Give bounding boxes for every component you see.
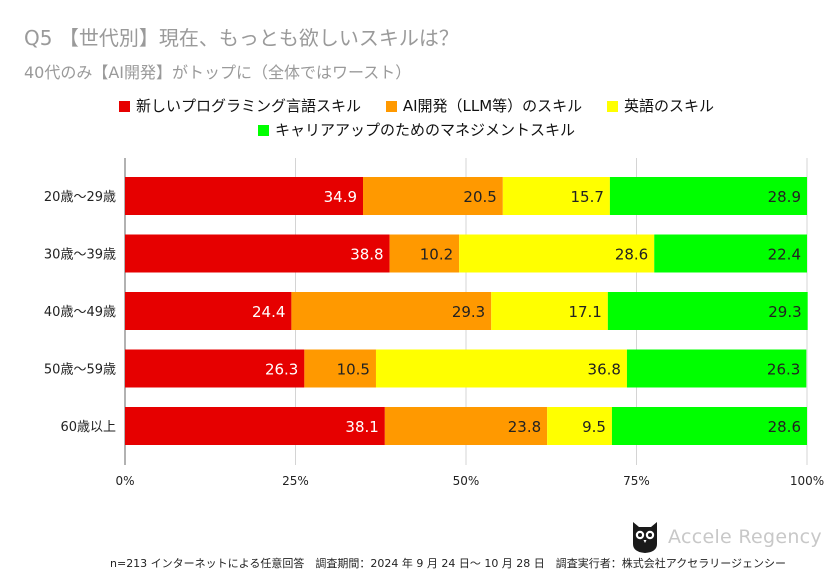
bar-segment <box>491 292 608 330</box>
x-tick-label: 0% <box>115 474 134 488</box>
stacked-bar-chart: 0% 25% 50% 75% 100% 20歳〜29歳 34.9 20.5 15.7 28.9 30… <box>44 158 824 488</box>
category-label: 40歳〜49歳 <box>44 305 116 320</box>
legend-row-1: 新しいプログラミング言語スキル AI開発（LLM等）のスキル 英語のスキル <box>0 95 833 116</box>
data-label: 20.5 <box>463 188 496 206</box>
data-label: 10.5 <box>337 361 370 379</box>
brand-name: Accele Regency <box>668 526 822 548</box>
data-label: 38.1 <box>345 418 378 436</box>
bar-segment <box>125 349 305 388</box>
bar-segment <box>125 234 390 273</box>
data-label: 9.5 <box>582 418 606 436</box>
data-label: 28.9 <box>768 188 801 206</box>
chart-title: Q5 【世代別】現在、もっとも欲しいスキルは？ <box>24 26 459 50</box>
data-label: 23.8 <box>508 418 541 436</box>
bar-segment <box>389 234 460 273</box>
data-label: 28.6 <box>768 418 801 436</box>
data-label: 22.4 <box>768 246 801 264</box>
category-label: 50歳〜59歳 <box>44 363 116 378</box>
bar-segment <box>125 177 364 215</box>
bar-segment <box>547 407 612 445</box>
legend-label-english: 英語のスキル <box>623 97 714 115</box>
chart-subtitle: 40代のみ【AI開発】がトップに（全体ではワースト） <box>24 63 412 82</box>
bar-segment <box>611 407 807 445</box>
data-label: 29.3 <box>452 303 485 321</box>
bar-segment <box>654 234 807 273</box>
bar-segment <box>502 177 610 215</box>
bar-segment <box>384 407 548 445</box>
data-label: 24.4 <box>252 303 285 321</box>
data-label: 17.1 <box>568 303 601 321</box>
bar-segment <box>125 292 292 330</box>
bar-segment <box>291 292 492 330</box>
category-label: 20歳〜29歳 <box>44 190 116 205</box>
data-label: 26.3 <box>265 361 298 379</box>
legend-swatch-english <box>606 101 618 112</box>
bar-segment <box>607 292 808 330</box>
category-label: 30歳〜39歳 <box>44 248 116 263</box>
bar-segment <box>375 349 627 388</box>
data-label: 10.2 <box>420 246 453 264</box>
x-tick-label: 75% <box>623 474 650 488</box>
data-label: 28.6 <box>615 246 648 264</box>
data-label: 26.3 <box>767 361 800 379</box>
legend-item-management: キャリアアップのためのマネジメントスキル <box>257 119 575 140</box>
legend-item-ai: AI開発（LLM等）のスキル <box>385 95 583 116</box>
survey-footnote: n=213 インターネットによる任意回答 調査期間：2024 年 9 月 24 … <box>110 557 787 570</box>
legend-item-english: 英語のスキル <box>606 95 714 116</box>
x-tick-label: 50% <box>453 474 480 488</box>
data-label: 29.3 <box>768 303 801 321</box>
legend-row-2: キャリアアップのためのマネジメントスキル <box>0 119 833 140</box>
legend-item-programming: 新しいプログラミング言語スキル <box>119 95 361 116</box>
bar-segment <box>626 349 807 388</box>
data-label: 15.7 <box>570 188 603 206</box>
x-tick-label: 25% <box>282 474 309 488</box>
data-label: 34.9 <box>324 188 357 206</box>
bar-segment <box>609 177 807 215</box>
data-label: 36.8 <box>588 361 621 379</box>
legend-swatch-management <box>257 125 269 136</box>
x-tick-label: 100% <box>790 474 824 488</box>
category-label: 60歳以上 <box>60 420 116 435</box>
legend-label-programming: 新しいプログラミング言語スキル <box>136 97 362 115</box>
bar-segment <box>304 349 376 388</box>
bar-segment <box>459 234 655 273</box>
bar-segment <box>125 407 385 445</box>
bar-segment <box>363 177 503 215</box>
legend-swatch-programming <box>119 101 131 112</box>
legend-swatch-ai <box>385 101 397 112</box>
data-label: 38.8 <box>350 246 383 264</box>
legend-label-management: キャリアアップのためのマネジメントスキル <box>274 121 575 139</box>
legend-label-ai: AI開発（LLM等）のスキル <box>402 97 583 115</box>
owl-icon <box>633 522 657 553</box>
